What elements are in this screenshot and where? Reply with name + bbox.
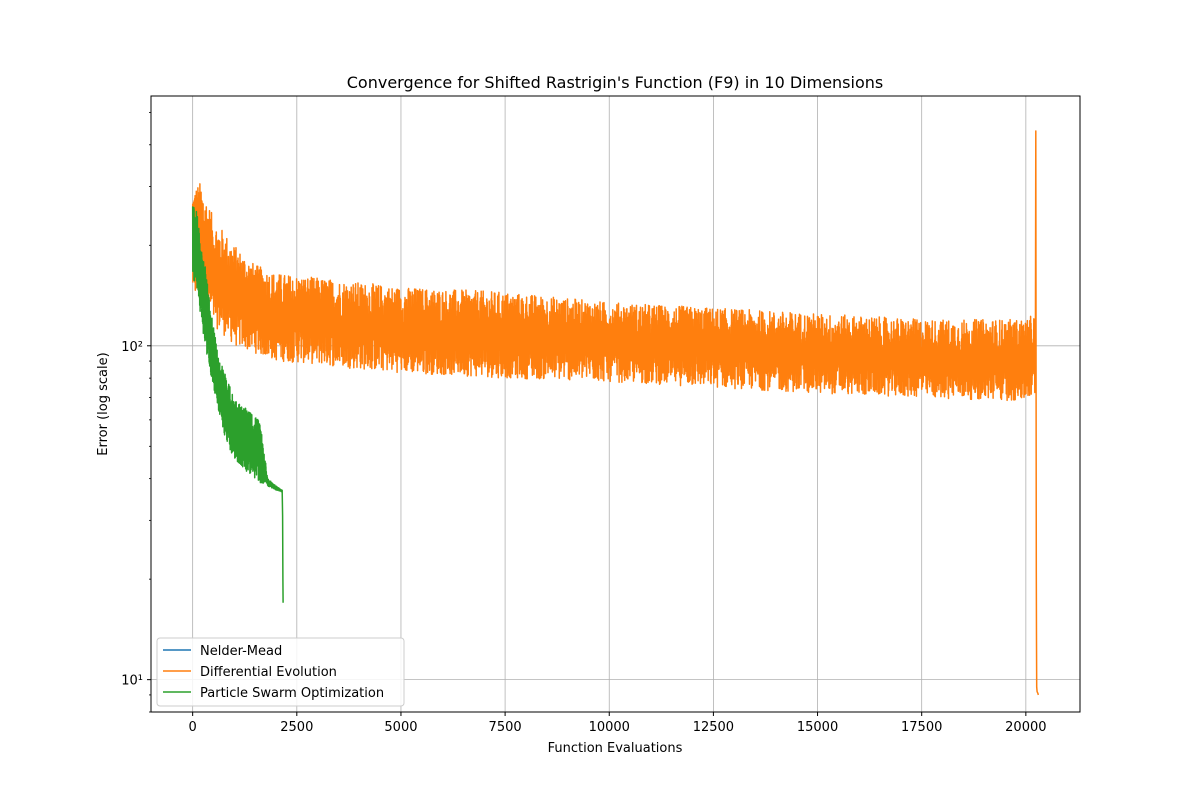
series-line-differential-evolution — [191, 130, 1040, 696]
plot-frame — [150, 95, 1081, 713]
x-tick-label: 0 — [189, 720, 197, 735]
y-axis-label: Error (log scale) — [96, 352, 111, 455]
x-axis-label: Function Evaluations — [548, 741, 683, 756]
grid-lines — [151, 96, 1080, 712]
legend-label: Nelder-Mead — [200, 644, 282, 659]
legend-label: Differential Evolution — [200, 665, 337, 680]
x-tick-label: 20000 — [1005, 720, 1046, 735]
x-tick-label: 2500 — [280, 720, 313, 735]
series-line-particle-swarm-optimization — [191, 206, 284, 603]
x-tick-label: 15000 — [797, 720, 838, 735]
x-tick-label: 7500 — [489, 720, 522, 735]
y-tick-label: 10¹ — [121, 674, 143, 689]
chart-title: Convergence for Shifted Rastrigin's Func… — [347, 73, 883, 92]
legend-box — [156, 637, 405, 707]
legend-label: Particle Swarm Optimization — [200, 686, 384, 701]
series-lines — [191, 130, 1040, 696]
x-tick-label: 10000 — [589, 720, 630, 735]
x-tick-label: 5000 — [384, 720, 417, 735]
legend: Nelder-Mead Differential Evolution Particl… — [156, 637, 405, 707]
y-tick-label: 10² — [121, 340, 143, 355]
x-tick-label: 17500 — [901, 720, 942, 735]
axis-ticks: 0 2500 5000 7500 10000 12500 15000 17500 20000 10… — [121, 112, 1047, 735]
x-tick-label: 12500 — [693, 720, 734, 735]
